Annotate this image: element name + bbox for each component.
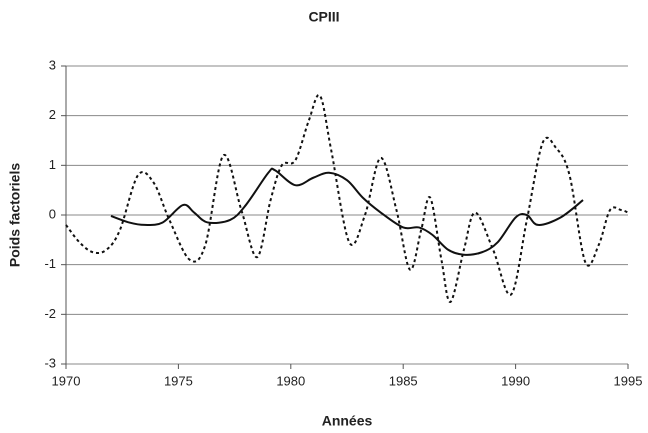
- x-tick-label: 1975: [164, 373, 193, 388]
- series-line: [65, 93, 629, 303]
- x-tick-label: 1995: [614, 373, 643, 388]
- y-tick-label: 2: [49, 107, 56, 122]
- series-line: [110, 167, 584, 256]
- x-axis-title: Années: [322, 413, 373, 429]
- x-tick-label: 1985: [389, 373, 418, 388]
- x-tick-label: 1990: [501, 373, 530, 388]
- y-tick-label: 1: [49, 157, 56, 172]
- y-axis-title: Poids factoriels: [7, 163, 23, 267]
- x-tick-label: 1970: [52, 373, 81, 388]
- x-tick-label: 1980: [276, 373, 305, 388]
- y-tick-label: -1: [44, 256, 56, 271]
- y-tick-label: -3: [44, 355, 56, 370]
- y-tick-label: -2: [44, 306, 56, 321]
- y-tick-label: 0: [49, 206, 56, 221]
- y-tick-label: 3: [49, 57, 56, 72]
- chart-title: CPIII: [308, 9, 339, 25]
